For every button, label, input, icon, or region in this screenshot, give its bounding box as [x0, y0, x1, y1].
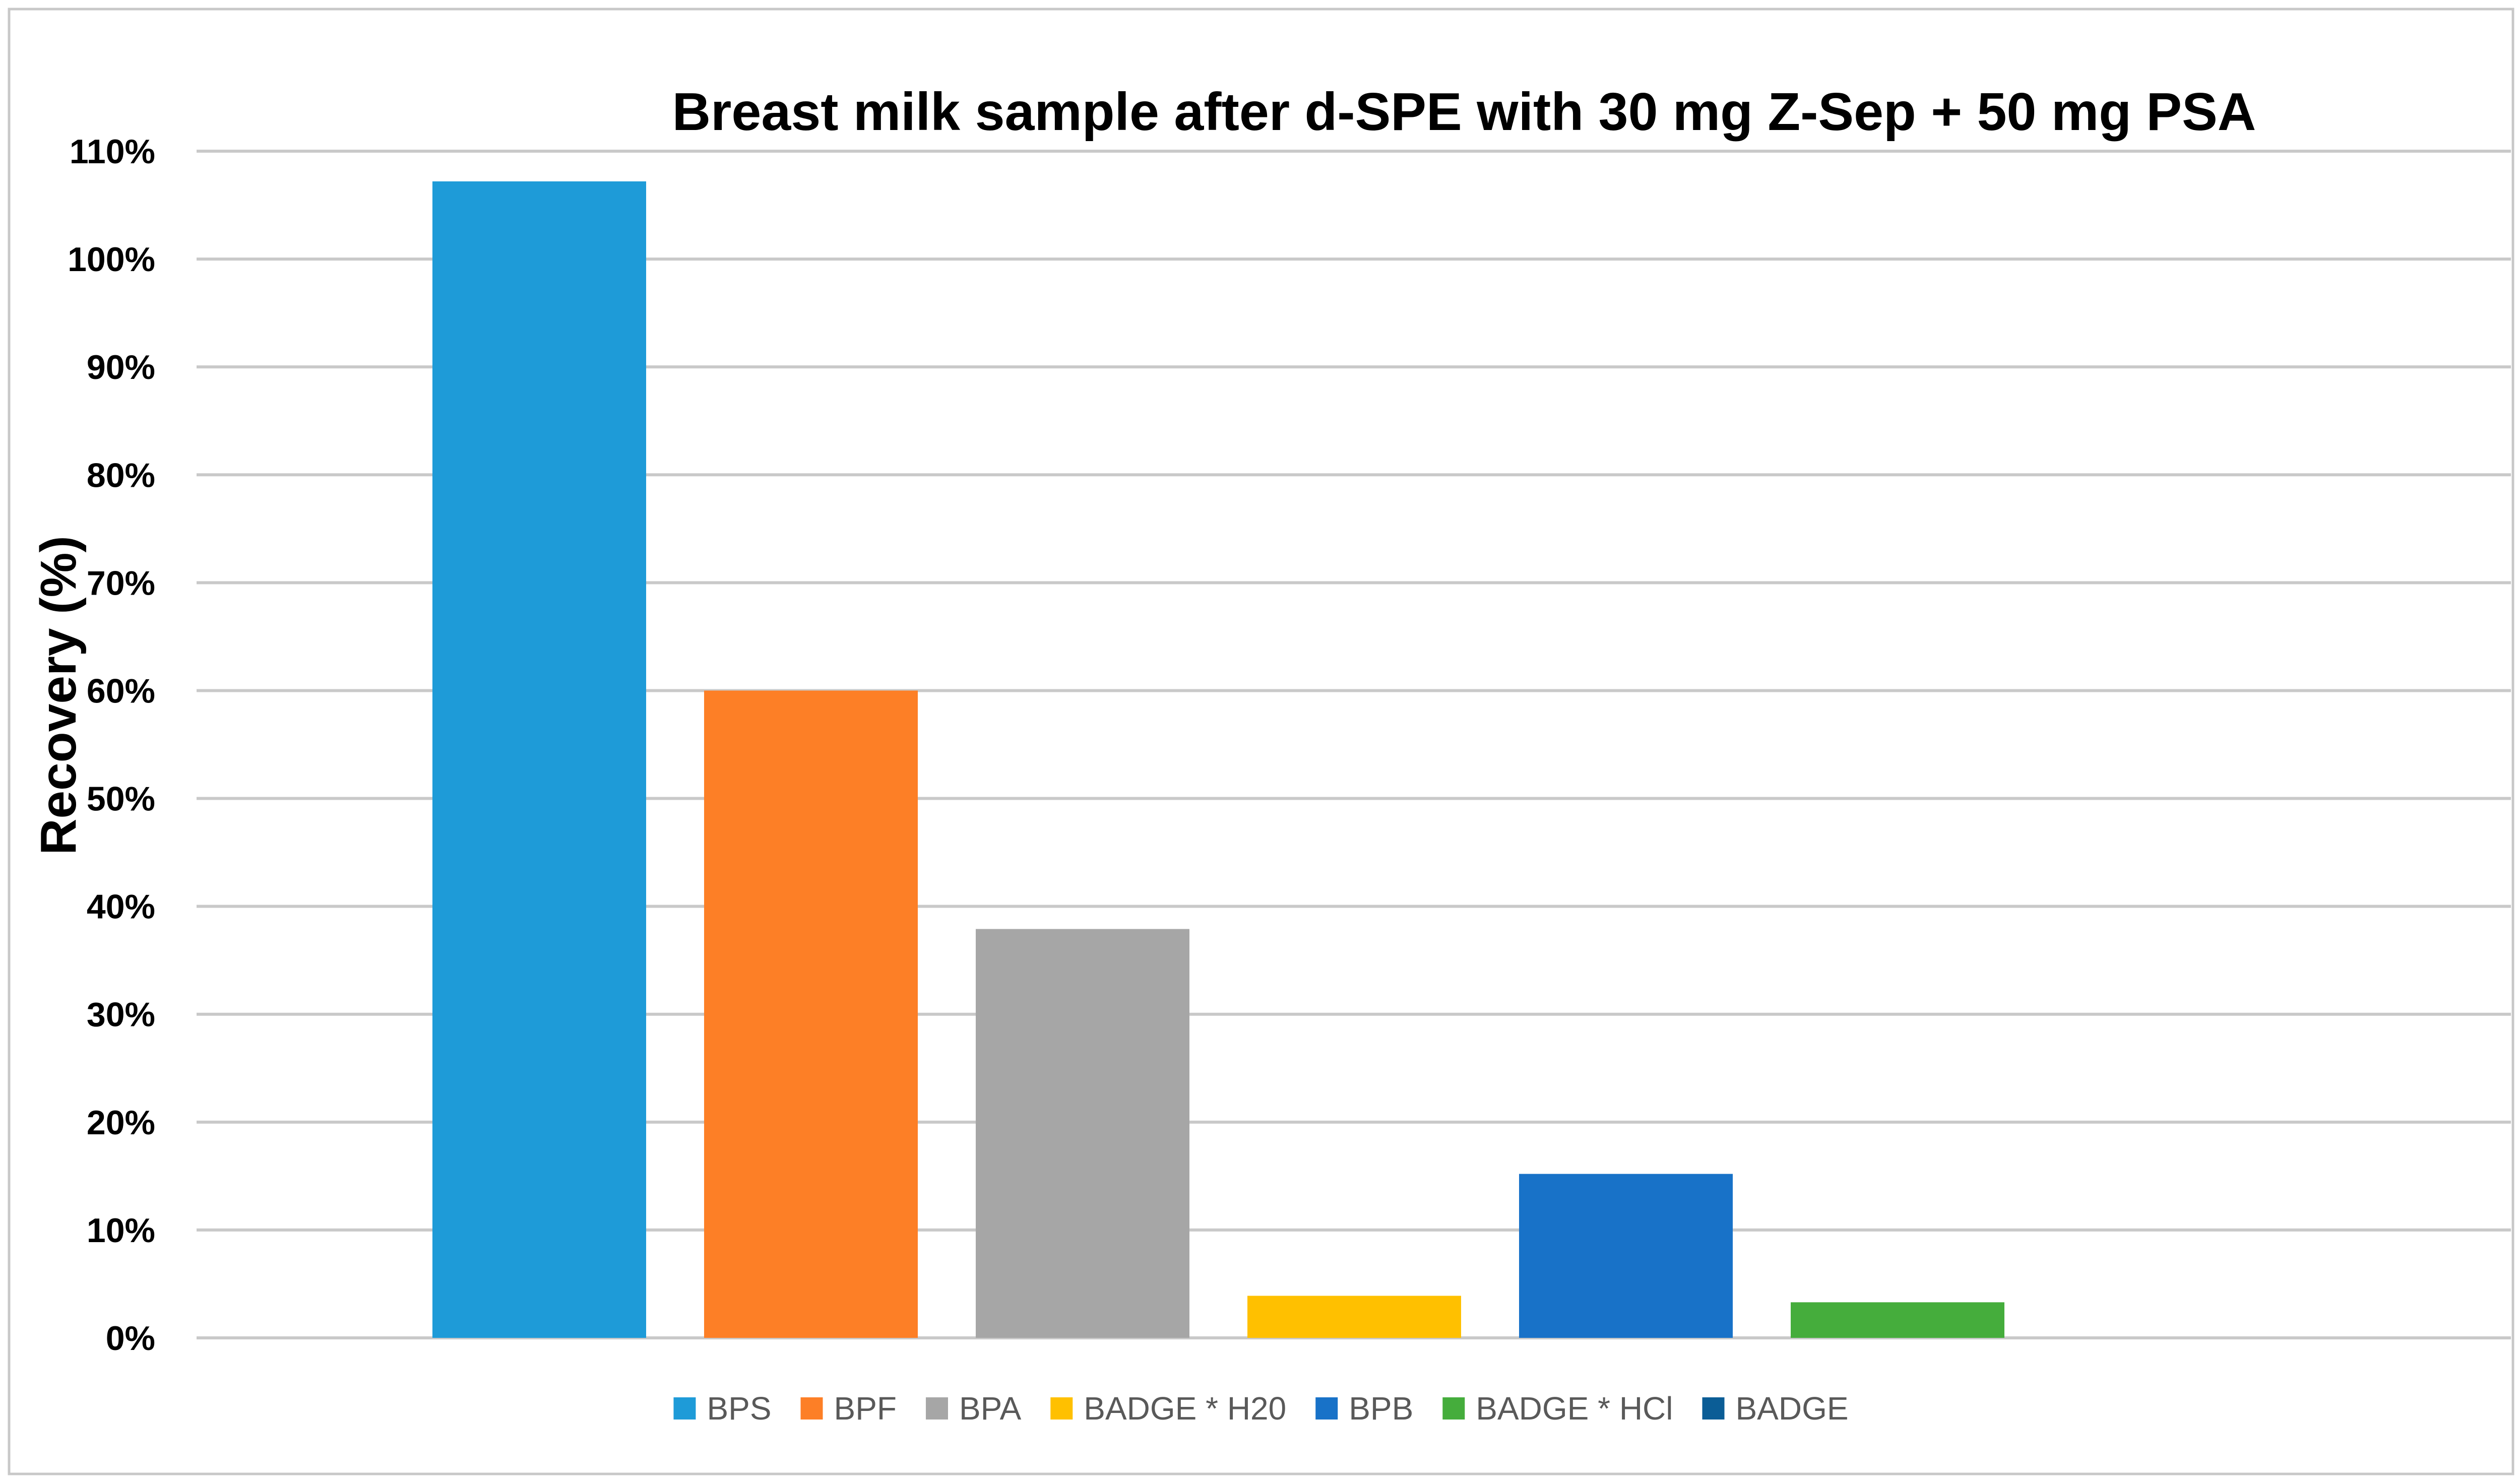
bar-badge-h20: [1247, 1296, 1461, 1338]
bar-bpa: [976, 929, 1189, 1338]
bar-bpf: [704, 690, 918, 1338]
chart-title: Breast milk sample after d-SPE with 30 m…: [672, 82, 2256, 142]
y-tick-label: 30%: [87, 996, 155, 1034]
legend-item: BPS: [673, 1390, 772, 1427]
legend-label: BPS: [707, 1390, 771, 1427]
y-axis-label: Recovery (%): [30, 536, 87, 855]
legend-item: BPB: [1315, 1390, 1413, 1427]
legend-swatch: [1315, 1397, 1338, 1420]
y-tick-label: 60%: [87, 672, 155, 710]
legend-item: BADGE * HCl: [1442, 1390, 1673, 1427]
bar-badge-hcl: [1791, 1302, 2004, 1338]
y-tick-label: 40%: [87, 888, 155, 926]
legend-swatch: [1702, 1397, 1725, 1420]
legend-swatch: [925, 1397, 948, 1420]
legend-item: BADGE: [1702, 1390, 1849, 1427]
legend-item: BADGE * H20: [1050, 1390, 1286, 1427]
y-tick-label: 0%: [106, 1319, 155, 1358]
y-tick-label: 80%: [87, 456, 155, 494]
y-tick-label: 100%: [68, 240, 155, 279]
legend-label: BADGE * H20: [1084, 1390, 1286, 1427]
legend-swatch: [673, 1397, 696, 1420]
y-tick-label: 50%: [87, 780, 155, 818]
legend-swatch: [800, 1397, 823, 1420]
bars: [432, 181, 2004, 1338]
y-tick-label: 20%: [87, 1104, 155, 1142]
legend-item: BPF: [800, 1390, 897, 1427]
y-axis-ticks: 0% 10% 20% 30% 40% 50% 60% 70% 80% 90% 100% 110%: [68, 133, 155, 1358]
chart-frame: [8, 8, 2514, 1475]
bar-bps: [432, 181, 646, 1338]
legend: BPS BPF BPA BADGE * H20 BPB BADGE * HCl BADGE: [673, 1390, 1849, 1427]
legend-label: BADGE * HCl: [1476, 1390, 1673, 1427]
legend-swatch: [1442, 1397, 1465, 1420]
y-tick-label: 70%: [87, 564, 155, 602]
legend-label: BADGE: [1735, 1390, 1848, 1427]
y-tick-label: 90%: [87, 348, 155, 386]
y-tick-label: 10%: [87, 1211, 155, 1250]
bar-bpb: [1519, 1174, 1733, 1338]
legend-label: BPB: [1349, 1390, 1413, 1427]
legend-label: BPA: [959, 1390, 1022, 1427]
legend-item: BPA: [925, 1390, 1022, 1427]
y-tick-label: 110%: [70, 133, 155, 171]
legend-swatch: [1050, 1397, 1073, 1420]
legend-label: BPF: [834, 1390, 897, 1427]
